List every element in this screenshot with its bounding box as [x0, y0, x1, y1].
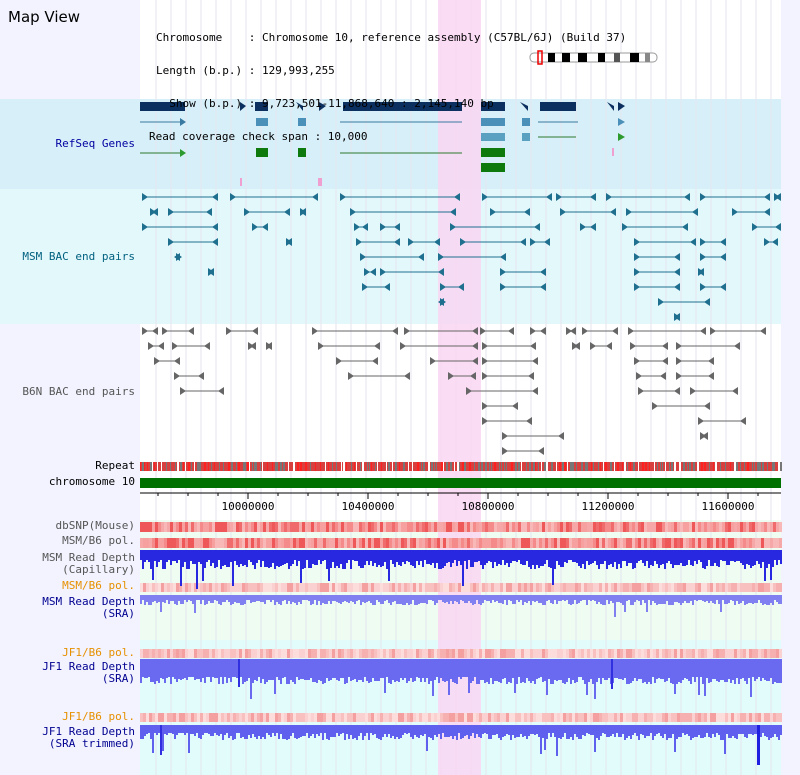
polymorphism-tracks[interactable]	[140, 522, 782, 722]
read-depth-tracks[interactable]	[140, 550, 782, 765]
axis-tick-label: 11200000	[582, 500, 635, 513]
info-coverage-span: Read coverage check span : 10,000	[149, 130, 368, 143]
label-refseq-genes[interactable]: RefSeq Genes	[55, 137, 135, 150]
axis-tick-label: 10000000	[222, 500, 275, 513]
label-msm-depth-capillary[interactable]: MSM Read Depth (Capillary)	[42, 551, 135, 576]
label-msm-b6-pol-2[interactable]: MSM/B6 pol.	[62, 579, 135, 592]
highlight-region[interactable]	[438, 0, 481, 775]
axis-tick-label: 11600000	[702, 500, 755, 513]
info-show-range: Show (b.p.) : 9,723,501-11,868,640 : 2,1…	[156, 97, 494, 110]
label-msm-depth-sra[interactable]: MSM Read Depth (SRA)	[42, 595, 135, 620]
refseq-genes-track[interactable]	[140, 102, 625, 186]
position-axis: 10000000 10400000 10800000 11200000 11600000	[140, 492, 781, 513]
chromosome-ideogram[interactable]	[529, 50, 658, 65]
ideogram-position-marker[interactable]	[537, 50, 543, 65]
panel-title: Map View	[8, 8, 81, 26]
right-margin	[781, 0, 800, 775]
label-b6n-bac[interactable]: B6N BAC end pairs	[22, 385, 135, 398]
label-jf1-b6-pol-1[interactable]: JF1/B6 pol.	[62, 646, 135, 659]
chromosome-info: Chromosome : Chromosome 10, reference as…	[149, 10, 626, 153]
label-jf1-b6-pol-2[interactable]: JF1/B6 pol.	[62, 710, 135, 723]
label-msm-bac[interactable]: MSM BAC end pairs	[22, 250, 135, 263]
label-repeat: Repeat	[95, 459, 135, 472]
repeat-track[interactable]	[140, 462, 782, 471]
b6n-bac-end-pairs-track[interactable]	[142, 327, 766, 455]
axis-tick-label: 10400000	[342, 500, 395, 513]
info-chromosome: Chromosome : Chromosome 10, reference as…	[156, 31, 627, 44]
axis-tick-label: 10800000	[462, 500, 515, 513]
info-length: Length (b.p.) : 129,993,255	[156, 64, 335, 77]
label-jf1-depth-trimmed[interactable]: JF1 Read Depth (SRA trimmed)	[42, 725, 135, 750]
chromosome-bar[interactable]	[140, 478, 781, 488]
msm-bac-end-pairs-track[interactable]	[142, 193, 781, 321]
label-msm-b6-pol-1[interactable]: MSM/B6 pol.	[62, 534, 135, 547]
label-jf1-depth-sra[interactable]: JF1 Read Depth (SRA)	[42, 660, 135, 685]
label-chromosome: chromosome 10	[48, 475, 135, 488]
label-dbsnp[interactable]: dbSNP(Mouse)	[55, 519, 135, 532]
